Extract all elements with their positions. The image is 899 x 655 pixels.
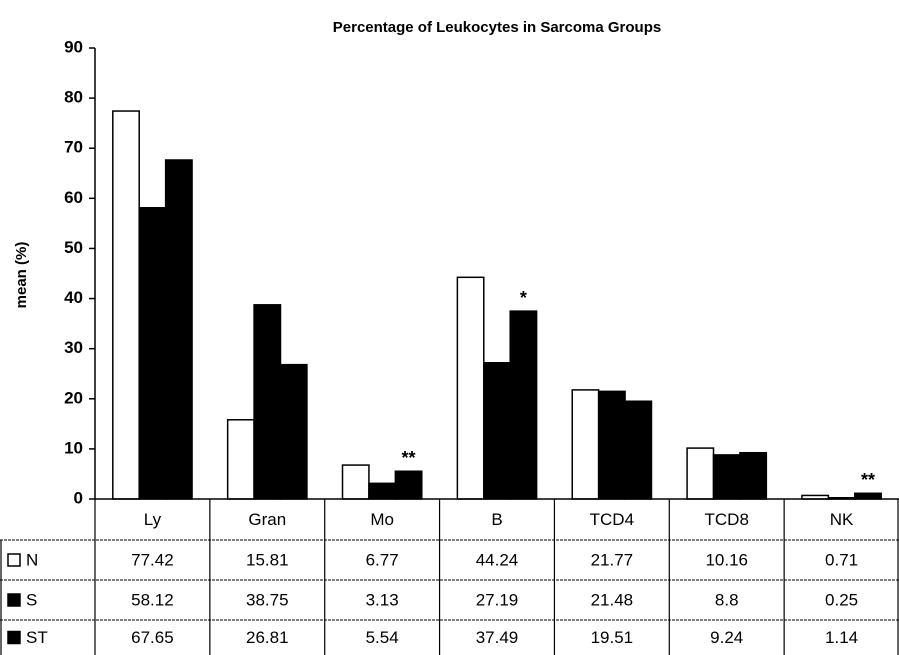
table-cell: 19.51 — [591, 628, 634, 647]
legend-label: S — [26, 590, 37, 609]
bar — [624, 400, 653, 500]
x-tick-label: Gran — [248, 510, 286, 529]
bar — [571, 389, 600, 500]
table-cell: 37.49 — [476, 628, 519, 647]
bar — [394, 470, 423, 500]
table-cell: 77.42 — [131, 550, 174, 569]
table-cell: 15.81 — [246, 550, 289, 569]
y-tick-label: 50 — [64, 238, 83, 257]
table-cell: 58.12 — [131, 590, 174, 609]
annotation: ** — [861, 470, 875, 490]
table-cell: 0.25 — [825, 590, 858, 609]
x-tick-label: Mo — [370, 510, 394, 529]
x-tick-label: NK — [830, 510, 854, 529]
bar — [138, 207, 167, 500]
y-tick-label: 90 — [64, 37, 83, 56]
legend-swatch — [7, 593, 21, 607]
y-tick-label: 80 — [64, 88, 83, 107]
bar — [112, 110, 140, 500]
table-cell: 3.13 — [366, 590, 399, 609]
bar — [739, 451, 768, 500]
table-cell: 10.16 — [705, 550, 748, 569]
bar — [854, 492, 882, 500]
chart-title: Percentage of Leukocytes in Sarcoma Grou… — [333, 19, 661, 36]
x-tick-label: Ly — [144, 510, 162, 529]
table-cell: 27.19 — [476, 590, 519, 609]
bar — [341, 464, 370, 500]
legend-swatch — [7, 553, 21, 567]
table-cell: 21.48 — [591, 590, 634, 609]
y-tick-label: 60 — [64, 188, 83, 207]
bar — [597, 390, 626, 500]
bar — [509, 310, 538, 500]
table-cell: 26.81 — [246, 628, 289, 647]
y-axis-title: mean (%) — [13, 242, 30, 309]
x-tick-label: TCD4 — [590, 510, 634, 529]
annotation: ** — [402, 448, 416, 468]
table-cell: 21.77 — [591, 550, 634, 569]
y-tick-label: 0 — [74, 488, 83, 507]
legend-swatch — [7, 630, 21, 645]
legend-label: N — [26, 550, 38, 569]
bar — [368, 482, 397, 500]
table-cell: 9.24 — [710, 628, 743, 647]
legend-label: ST — [26, 628, 48, 647]
y-tick-label: 40 — [64, 288, 83, 307]
bar — [164, 159, 193, 500]
bar — [483, 361, 511, 500]
bar — [253, 304, 282, 500]
y-tick-label: 30 — [64, 338, 83, 357]
annotation: * — [520, 288, 527, 308]
y-tick-label: 10 — [64, 438, 83, 457]
table-cell: 5.54 — [366, 628, 399, 647]
y-tick-label: 20 — [64, 388, 83, 407]
x-tick-label: TCD8 — [705, 510, 749, 529]
bar — [686, 447, 715, 500]
y-tick-label: 70 — [64, 138, 83, 157]
table-cell: 1.14 — [825, 628, 858, 647]
bar — [279, 363, 308, 500]
table-cell: 8.8 — [715, 590, 739, 609]
bar — [226, 419, 255, 500]
x-tick-label: B — [491, 510, 502, 529]
table-cell: 67.65 — [131, 628, 174, 647]
bar — [712, 454, 741, 500]
table-cell: 38.75 — [246, 590, 289, 609]
table-cell: 0.71 — [825, 550, 858, 569]
table-cell: 44.24 — [476, 550, 519, 569]
table-cell: 6.77 — [366, 550, 399, 569]
bar — [456, 276, 485, 500]
